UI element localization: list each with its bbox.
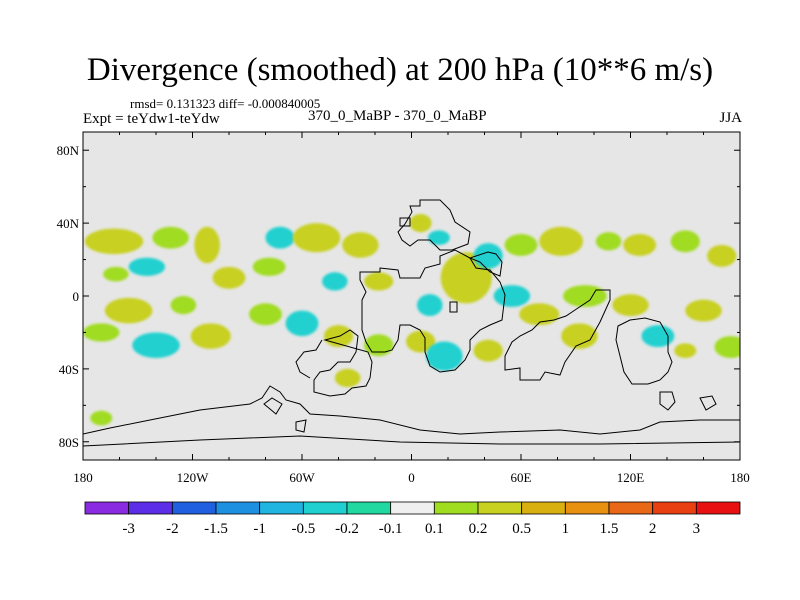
field-blob <box>623 234 657 256</box>
x-tick-label: 60E <box>511 470 532 485</box>
field-blob <box>84 228 144 255</box>
chart-title: Divergence (smoothed) at 200 hPa (10**6 … <box>86 52 714 88</box>
colorbar-bin <box>302 501 348 515</box>
x-tick-label: 0 <box>408 470 415 485</box>
colorbar-bin <box>652 501 697 515</box>
field-blob <box>519 303 560 326</box>
stats-line: rmsd= 0.131323 diff= -0.000840005 <box>130 96 321 111</box>
colorbar-label: 1 <box>562 521 570 537</box>
y-axis: 80N 40N 0 40S 80S <box>57 143 740 450</box>
colorbar-bin <box>608 501 654 515</box>
y-tick-label: 80S <box>59 435 79 450</box>
field-blob <box>641 325 675 348</box>
field-blob <box>128 257 166 276</box>
map-background <box>83 132 740 460</box>
colorbar-label: 3 <box>693 521 701 537</box>
colorbar-label: 1.5 <box>600 521 619 537</box>
field-blob <box>252 257 286 276</box>
field-blob <box>285 310 319 337</box>
colorbar-bin <box>521 501 566 515</box>
field-blob <box>685 299 722 322</box>
field-blob <box>427 230 450 245</box>
field-blob <box>714 336 740 358</box>
y-tick-label: 80N <box>57 143 80 158</box>
colorbar-bin <box>433 501 479 515</box>
colorbar-label: -3 <box>122 521 135 537</box>
field-blob <box>674 343 697 358</box>
colorbar-bin <box>390 501 435 515</box>
field-blob <box>409 214 432 233</box>
y-tick-label: 40S <box>59 362 79 377</box>
colorbar-label: -0.1 <box>379 521 403 537</box>
field-blob <box>322 272 348 291</box>
colorbar-bin <box>128 501 173 515</box>
field-blob <box>292 223 341 253</box>
colorbar-bin <box>84 501 130 515</box>
field-blob <box>473 339 503 362</box>
field-blob <box>504 234 538 256</box>
y-tick-label: 40N <box>57 216 80 231</box>
x-tick-label: 120W <box>177 470 210 485</box>
x-tick-label: 180 <box>730 470 750 485</box>
colorbar-label: 2 <box>649 521 657 537</box>
season-label: JJA <box>719 110 742 126</box>
x-axis: 180 120W 60W 0 60E 120E 180 <box>73 132 750 485</box>
colorbar-label: -1.5 <box>204 521 228 537</box>
x-tick-label: 60W <box>289 470 315 485</box>
field-blob <box>707 244 737 267</box>
field-blob <box>670 230 700 253</box>
field-blob <box>249 303 282 326</box>
field-blob <box>194 226 220 264</box>
x-tick-label: 180 <box>73 470 93 485</box>
field-blob <box>416 294 443 317</box>
field-blob <box>612 294 649 317</box>
colorbar-label: 0.2 <box>469 521 488 537</box>
colorbar-bin <box>695 501 741 515</box>
field-blob <box>539 226 584 256</box>
field-blob <box>190 323 231 349</box>
field-blob <box>132 332 180 358</box>
colorbar-bin <box>171 501 217 515</box>
colorbar-label: -1 <box>253 521 266 537</box>
field-blob <box>90 410 113 426</box>
colorbar-label: -2 <box>166 521 179 537</box>
field-blob <box>406 330 436 353</box>
field-blob <box>342 232 379 258</box>
colorbar-label: 0.1 <box>425 521 444 537</box>
experiment-label: Expt = teYdw1-teYdw <box>83 111 220 127</box>
divergence-field <box>83 214 740 426</box>
field-blob <box>265 226 295 249</box>
field-blob <box>493 285 531 307</box>
colorbar-bin <box>259 501 304 515</box>
field-blob <box>364 272 394 291</box>
colorbar-bin <box>564 501 610 515</box>
field-blob <box>152 226 189 249</box>
x-tick-label: 120E <box>617 470 645 485</box>
colorbar-bin <box>477 501 523 515</box>
colorbar-bin <box>346 501 392 515</box>
case-label: 370_0_MaBP - 370_0_MaBP <box>308 108 487 124</box>
colorbar-bin <box>215 501 261 515</box>
field-blob <box>426 341 463 371</box>
field-blob <box>595 232 622 251</box>
field-blob <box>103 266 129 282</box>
field-blob <box>212 266 246 289</box>
field-blob <box>334 368 361 388</box>
coastline <box>83 199 740 447</box>
field-blob <box>473 243 503 269</box>
colorbar-label: 0.5 <box>512 521 531 537</box>
y-tick-label: 0 <box>73 289 80 304</box>
field-blob <box>83 323 120 342</box>
field-blob <box>104 297 153 324</box>
colorbar-label: -0.2 <box>335 521 359 537</box>
field-blob <box>170 296 197 315</box>
colorbar-label: -0.5 <box>291 521 315 537</box>
colorbar: -3 -2 -1.5 -1 -0.5 -0.2 -0.1 0.1 0.2 0.5 1 1.5 2 3 <box>84 501 741 537</box>
field-blob <box>561 323 598 349</box>
